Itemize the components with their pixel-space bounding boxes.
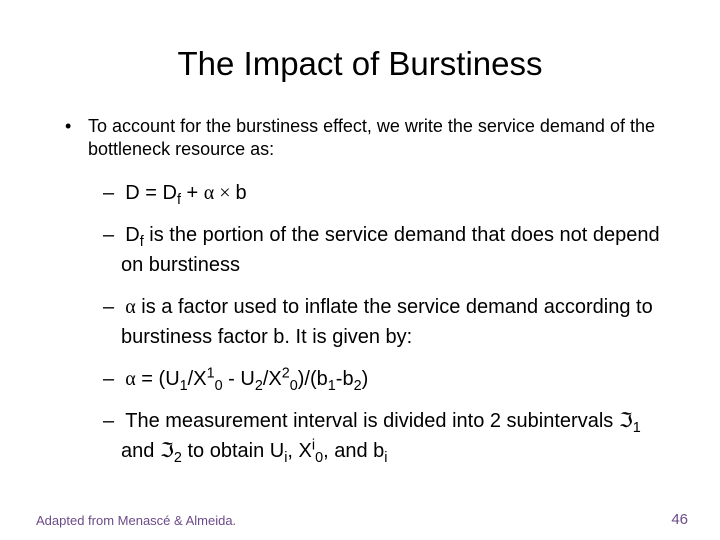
m-s2: 2: [174, 450, 182, 466]
df-post: is the portion of the service demand tha…: [121, 224, 660, 276]
eq-text-2: +: [181, 182, 204, 204]
alpha-symbol: α: [125, 368, 135, 390]
m-e: , and b: [323, 440, 384, 462]
bullet-alpha-formula: – α = (U1/X10 - U2/X20)/(b1-b2): [103, 364, 675, 394]
intro-text: To account for the burstiness effect, we…: [88, 115, 668, 160]
bullet-df-explain: – Df is the portion of the service deman…: [103, 220, 675, 280]
im-symbol-1: ℑ: [619, 410, 633, 432]
f-sub2b: 0: [290, 378, 298, 394]
bullet-alpha-explain: – α is a factor used to inflate the serv…: [103, 292, 675, 352]
m-a: The measurement interval is divided into…: [125, 410, 619, 432]
f-sub1b: 0: [215, 378, 223, 394]
bullet-equation: – D = Df + α × b: [103, 178, 675, 208]
f-s4: 2: [354, 378, 362, 394]
m-c: to obtain U: [182, 440, 284, 462]
dash-icon: –: [103, 410, 125, 432]
m-d: , X: [287, 440, 311, 462]
alpha-post: is a factor used to inflate the service …: [121, 296, 653, 348]
f-e: )/(b: [298, 368, 328, 390]
eq-text-3: b: [236, 182, 247, 204]
f-a: = (U: [136, 368, 180, 390]
eq-text-1: D = D: [125, 182, 177, 204]
footer-attribution: Adapted from Menascé & Almeida.: [36, 513, 236, 528]
dash-icon: –: [103, 296, 125, 318]
alpha-symbol: α: [204, 182, 214, 204]
f-sup1: 1: [207, 365, 215, 381]
slide-title: The Impact of Burstiness: [0, 45, 720, 83]
dash-icon: –: [103, 368, 125, 390]
m-b: and: [121, 440, 160, 462]
bullet-measurement: – The measurement interval is divided in…: [103, 406, 675, 466]
page-number: 46: [671, 511, 688, 528]
f-s1: 1: [180, 378, 188, 394]
df-pre: D: [125, 224, 139, 246]
times-symbol: ×: [214, 182, 235, 204]
slide-body: • To account for the burstiness effect, …: [65, 115, 675, 478]
f-c: - U: [223, 368, 255, 390]
dash-icon: –: [103, 224, 125, 246]
m-s4: i: [384, 450, 387, 466]
bullet-dot-icon: •: [65, 115, 83, 138]
f-d: /X: [263, 368, 282, 390]
dash-icon: –: [103, 182, 125, 204]
im-symbol-2: ℑ: [160, 440, 174, 462]
f-b: /X: [188, 368, 207, 390]
f-s2: 2: [255, 378, 263, 394]
f-s3: 1: [328, 378, 336, 394]
f-f: -b: [336, 368, 354, 390]
m-s1: 1: [633, 420, 641, 436]
f-g: ): [362, 368, 369, 390]
f-sup2: 2: [282, 365, 290, 381]
slide: The Impact of Burstiness • To account fo…: [0, 0, 720, 540]
alpha-symbol: α: [125, 296, 135, 318]
bullet-intro: • To account for the burstiness effect, …: [65, 115, 675, 160]
m-sub: 0: [315, 450, 323, 466]
